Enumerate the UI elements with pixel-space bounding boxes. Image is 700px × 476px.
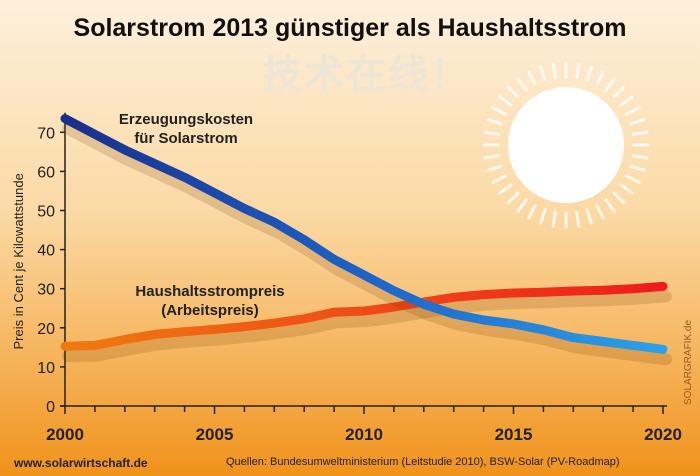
sun-icon — [482, 61, 650, 229]
sun-ray — [486, 164, 503, 172]
sources-text: Quellen: Bundesumweltministerium (Leitst… — [226, 456, 620, 468]
sun-ray — [625, 174, 641, 184]
sun-ray — [483, 154, 501, 160]
sun-ray — [491, 174, 507, 184]
sun-ray — [486, 118, 503, 126]
sun-ray — [527, 70, 537, 86]
sun-ray — [619, 183, 634, 195]
sun-ray — [631, 130, 649, 136]
sun-ray — [612, 191, 626, 205]
credit-label: SOLARGRAFIK.de — [683, 319, 694, 405]
sun-ray — [506, 191, 520, 205]
sun-ray — [625, 106, 641, 116]
y-tick-label: 60 — [37, 164, 55, 181]
x-tick-label: 2010 — [345, 425, 383, 444]
sun-disc — [508, 87, 624, 203]
sun-ray — [585, 65, 593, 82]
sun-ray — [629, 164, 646, 172]
x-tick-label: 2005 — [196, 425, 234, 444]
sun-ray — [595, 70, 605, 86]
x-tick-label: 2015 — [495, 425, 533, 444]
sun-ray — [575, 62, 581, 80]
sun-ray — [539, 208, 547, 225]
series-line-solar — [60, 114, 668, 354]
sun-ray — [498, 95, 513, 107]
sun-ray — [491, 106, 507, 116]
sun-ray — [551, 62, 557, 80]
sun-ray — [595, 204, 605, 220]
x-tick-label: 2000 — [46, 425, 84, 444]
series-shadow — [62, 122, 672, 366]
sun-ray — [619, 95, 634, 107]
series-label: (Arbeitspreis) — [161, 302, 259, 319]
sun-ray — [551, 210, 557, 228]
watermark: 技术在线！ — [262, 53, 472, 97]
series-label: Erzeugungskosten — [119, 111, 253, 128]
sun-ray — [604, 198, 616, 213]
x-tick-label: 2020 — [644, 425, 682, 444]
y-tick-label: 0 — [46, 399, 55, 416]
sun-ray — [527, 204, 537, 220]
website-link[interactable]: www.solarwirtschaft.de — [14, 456, 148, 470]
series-shadow — [62, 290, 672, 363]
sun-ray — [483, 130, 501, 136]
y-tick-label: 10 — [37, 360, 55, 377]
sun-ray — [604, 77, 616, 92]
y-tick-label: 40 — [37, 243, 55, 260]
sun-ray — [585, 208, 593, 225]
series-label: Haushaltsstrompreis — [135, 283, 284, 300]
sun-ray — [539, 65, 547, 82]
sun-ray — [575, 210, 581, 228]
y-tick-label: 50 — [37, 204, 55, 221]
y-tick-label: 30 — [37, 282, 55, 299]
series-line-household — [60, 281, 668, 351]
y-tick-label: 70 — [37, 125, 55, 142]
sun-ray — [631, 154, 649, 160]
sun-ray — [629, 118, 646, 126]
y-axis-label: Preis in Cent je Kilowattstunde — [11, 173, 26, 349]
sun-ray — [612, 85, 626, 99]
sun-ray — [516, 77, 528, 92]
sun-ray — [498, 183, 513, 195]
sun-ray — [506, 85, 520, 99]
sun-ray — [516, 198, 528, 213]
chart-title: Solarstrom 2013 günstiger als Haushaltss… — [73, 14, 627, 42]
y-tick-label: 20 — [37, 321, 55, 338]
series-label: für Solarstrom — [134, 130, 237, 147]
